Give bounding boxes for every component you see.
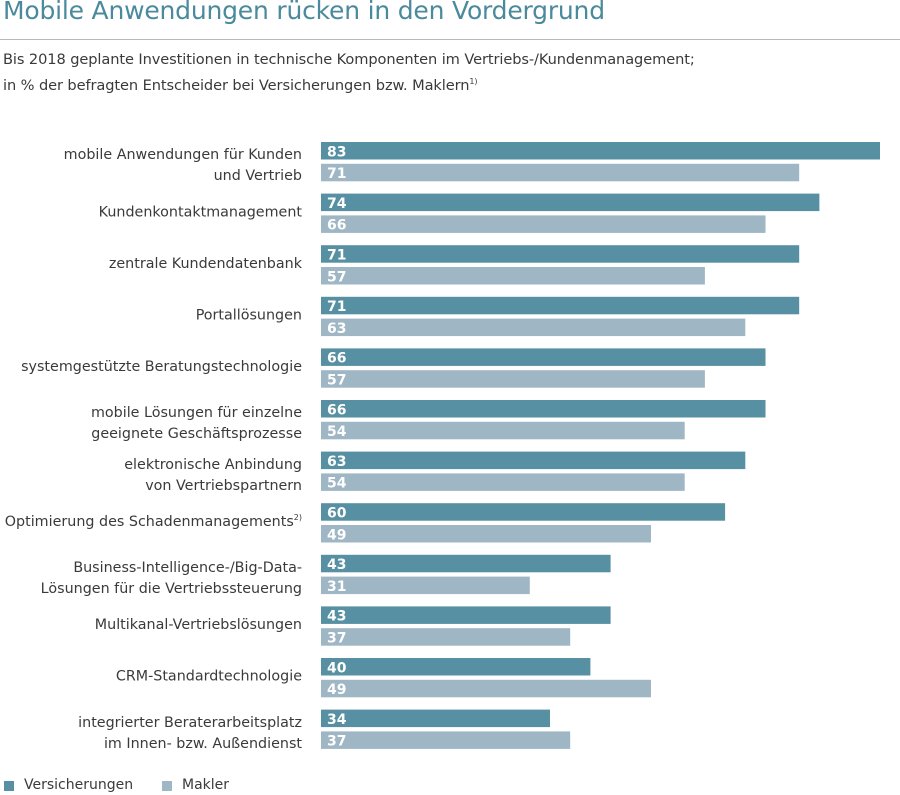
data-label: 34 — [327, 712, 347, 728]
bar-group: Business-Intelligence-/Big-Data- Lösungen… — [41, 554, 611, 597]
data-label: 63 — [327, 454, 346, 470]
data-label: 57 — [327, 372, 346, 388]
category-label: elektronische Anbindung — [124, 457, 302, 473]
bar-group: CRM-Standardtechnologie 40 49 — [116, 658, 652, 698]
data-label: 43 — [327, 557, 346, 573]
bar-group: mobile Anwendungen für Kunden und Vertrie… — [64, 142, 880, 184]
bar-makler — [321, 525, 652, 543]
data-label: 49 — [327, 682, 346, 698]
bar-makler — [321, 473, 685, 491]
data-label: 54 — [327, 476, 347, 492]
legend-swatch — [162, 781, 172, 791]
category-label: mobile Lösungen für einzelne — [91, 405, 302, 421]
bar-group: Portallösungen 71 63 — [196, 296, 800, 337]
data-label: 63 — [327, 321, 346, 337]
data-label: 57 — [327, 269, 346, 285]
data-label: 37 — [327, 734, 346, 750]
bar-makler — [321, 215, 766, 233]
bar-versicherungen — [321, 658, 591, 676]
bar-versicherungen — [321, 451, 746, 470]
data-label: 31 — [327, 579, 346, 595]
bar-group: systemgestützte Beratungstechnologie 66 57 — [21, 348, 766, 388]
bar-makler — [321, 267, 705, 285]
bar-makler — [321, 731, 571, 749]
title-divider — [0, 39, 900, 40]
data-label: 60 — [327, 505, 347, 521]
data-label: 66 — [327, 218, 346, 234]
bar-makler — [321, 576, 530, 595]
data-label: 71 — [327, 166, 346, 182]
bar-versicherungen — [321, 296, 800, 315]
data-label: 66 — [327, 351, 346, 367]
data-label: 66 — [327, 402, 346, 418]
bar-group: elektronische Anbindung von Vertriebspart… — [124, 451, 746, 494]
category-label: CRM-Standardtechnologie — [116, 669, 302, 685]
bar-versicherungen — [321, 348, 766, 366]
bar-versicherungen — [321, 193, 820, 212]
bar-chart: mobile Anwendungen für Kunden und Vertrie… — [5, 142, 880, 752]
data-label: 71 — [327, 299, 346, 315]
category-label: Optimierung des Schadenmanagements2) — [5, 513, 302, 530]
category-footnote-marker: 2) — [294, 513, 302, 522]
category-label: Business-Intelligence-/Big-Data- — [73, 560, 302, 576]
bar-group: Kundenkontaktmanagement 74 66 — [99, 193, 820, 234]
bar-group: mobile Lösungen für einzelne geeignete Ge… — [91, 400, 766, 442]
category-label: systemgestützte Beratungstechnologie — [21, 359, 302, 375]
bar-makler — [321, 370, 705, 388]
category-label: von Vertriebspartnern — [145, 478, 302, 494]
bar-versicherungen — [321, 245, 800, 263]
chart-title: Mobile Anwendungen rücken in den Vorderg… — [3, 0, 605, 25]
category-label: und Vertrieb — [214, 168, 302, 184]
category-label: mobile Anwendungen für Kunden — [64, 147, 302, 163]
subtitle-footnote-marker: 1) — [469, 77, 478, 87]
legend-swatch — [4, 781, 14, 791]
data-label: 71 — [327, 247, 346, 263]
data-label: 54 — [327, 424, 347, 440]
bar-versicherungen — [321, 142, 880, 160]
bar-makler — [321, 163, 800, 182]
category-label: Portallösungen — [196, 307, 302, 323]
chart-subtitle-line-1: Bis 2018 geplante Investitionen in techn… — [3, 51, 695, 68]
bar-versicherungen — [321, 606, 611, 624]
legend-label: Makler — [182, 777, 230, 793]
category-label: Lösungen für die Vertriebssteuerung — [41, 581, 302, 597]
bar-makler — [321, 628, 571, 646]
data-label: 40 — [327, 660, 347, 676]
bar-versicherungen — [321, 503, 726, 521]
data-label: 74 — [327, 196, 347, 212]
category-label: geeignete Geschäftsprozesse — [91, 426, 302, 442]
bar-makler — [321, 421, 685, 440]
data-label: 37 — [327, 630, 346, 646]
bar-versicherungen — [321, 554, 611, 573]
chart-subtitle-text: in % der befragten Entscheider bei Versi… — [3, 77, 470, 94]
category-label: Multikanal-Vertriebslösungen — [95, 617, 302, 633]
bar-makler — [321, 318, 746, 337]
bar-group: Multikanal-Vertriebslösungen 43 37 — [95, 606, 611, 646]
category-label: zentrale Kundendatenbank — [109, 256, 303, 272]
bar-group: zentrale Kundendatenbank 71 57 — [109, 245, 800, 285]
legend-label: Versicherungen — [24, 777, 134, 793]
bar-group: integrierter Beraterarbeitsplatz im Innen… — [78, 709, 571, 752]
data-label: 43 — [327, 609, 346, 625]
data-label: 49 — [327, 527, 346, 543]
chart-subtitle-line-2: in % der befragten Entscheider bei Versi… — [3, 77, 478, 94]
bar-makler — [321, 679, 652, 698]
category-label: integrierter Beraterarbeitsplatz — [78, 715, 302, 731]
category-label: Kundenkontaktmanagement — [99, 204, 303, 220]
bar-group: Optimierung des Schadenmanagements2) 60 49 — [5, 503, 726, 543]
category-label: im Innen- bzw. Außendienst — [104, 736, 302, 752]
data-label: 83 — [327, 144, 346, 160]
bar-versicherungen — [321, 400, 766, 418]
bar-versicherungen — [321, 709, 550, 728]
